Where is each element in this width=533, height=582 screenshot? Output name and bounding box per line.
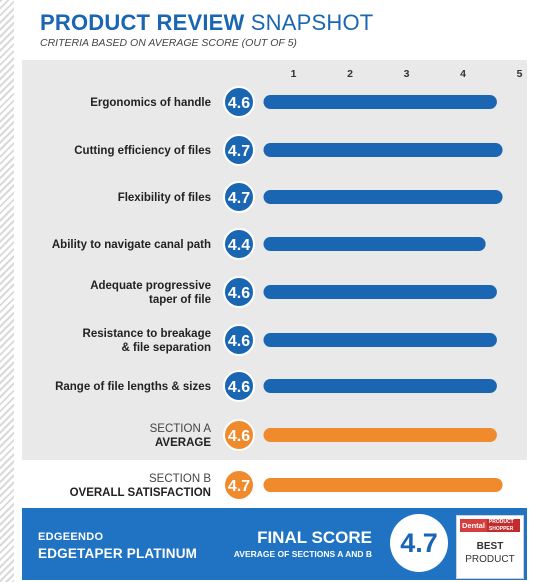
- category-label-3-0: Ability to navigate canal path: [52, 239, 211, 251]
- final-score-value: 4.7: [390, 514, 448, 572]
- badge-dental-text: Dental: [460, 519, 487, 532]
- score-circle-8: [223, 469, 255, 501]
- bar-8: [263, 478, 503, 492]
- tick-label-4: 4: [460, 68, 466, 80]
- score-label-1: 4.7: [228, 143, 250, 160]
- score-label-2: 4.7: [228, 190, 250, 207]
- final-score-banner: EDGEENDO EDGETAPER PLATINUM FINAL SCORE …: [22, 508, 527, 580]
- category-label-5-0: Resistance to breakage: [83, 328, 211, 340]
- bar-0: [263, 95, 497, 109]
- product-name: EDGETAPER PLATINUM: [38, 546, 198, 561]
- tick-label-3: 3: [404, 68, 410, 80]
- category-label-1-0: Cutting efficiency of files: [74, 145, 211, 157]
- bar-1: [263, 143, 503, 157]
- page-title: PRODUCT REVIEW SNAPSHOT: [40, 10, 373, 36]
- category-label-8-1: OVERALL SATISFACTION: [70, 487, 211, 499]
- badge-best-text: BEST: [476, 541, 504, 552]
- badge-shopper-text: SHOPPER: [488, 525, 514, 532]
- bar-4: [263, 285, 497, 299]
- final-score-label: FINAL SCORE: [257, 528, 372, 547]
- score-circle-4: [223, 276, 255, 308]
- score-circle-1: [223, 134, 255, 166]
- score-circle-0: [223, 86, 255, 118]
- category-label-8-0: SECTION B: [149, 473, 211, 485]
- brand-name: EDGEENDO: [38, 531, 104, 543]
- category-label-7-1: AVERAGE: [155, 437, 211, 449]
- tick-label-1: 1: [291, 68, 297, 80]
- badge-product-text: PRODUCT: [488, 519, 514, 525]
- bar-6: [263, 379, 497, 393]
- score-circle-5: [223, 324, 255, 356]
- score-bar-chart: 1 2 3 4 5 Ergonomics of handle 4.6 Cutting effi…: [52, 68, 523, 501]
- title-light: SNAPSHOT: [250, 10, 374, 35]
- category-label-2-0: Flexibility of files: [118, 192, 211, 204]
- category-label-6-0: Range of file lengths & sizes: [55, 381, 211, 393]
- title-bold: PRODUCT REVIEW: [40, 10, 245, 35]
- bar-7: [263, 428, 497, 442]
- score-label-3: 4.4: [228, 237, 250, 254]
- bar-3: [263, 237, 486, 251]
- category-label-4-1: taper of file: [149, 294, 211, 306]
- badge-product-word: PRODUCT: [465, 554, 515, 565]
- subtitle: CRITERIA BASED ON AVERAGE SCORE (OUT OF …: [40, 37, 297, 49]
- badge-pps-text: PRODUCT SHOPPER: [486, 519, 520, 532]
- bar-2: [263, 190, 503, 204]
- category-label-7-0: SECTION A: [150, 423, 212, 435]
- striped-border: [0, 0, 14, 582]
- final-score-subtitle: AVERAGE OF SECTIONS A AND B: [233, 549, 372, 559]
- score-circle-6: [223, 370, 255, 402]
- badge-logo: Dental PRODUCT SHOPPER: [460, 519, 520, 532]
- section-a-panel: [22, 60, 527, 460]
- score-label-7: 4.6: [228, 428, 250, 445]
- score-label-0: 4.6: [228, 95, 250, 112]
- score-circle-2: [223, 181, 255, 213]
- score-circle-7: [223, 419, 255, 451]
- category-label-0-0: Ergonomics of handle: [90, 97, 211, 109]
- score-label-6: 4.6: [228, 379, 250, 396]
- score-label-8: 4.7: [228, 478, 250, 495]
- category-label-5-1: & file separation: [122, 342, 211, 354]
- score-label-5: 4.6: [228, 333, 250, 350]
- score-label-4: 4.6: [228, 285, 250, 302]
- category-label-4-0: Adequate progressive: [90, 280, 211, 292]
- tick-label-5: 5: [517, 68, 523, 80]
- score-circle-3: [223, 228, 255, 260]
- bar-5: [263, 333, 497, 347]
- tick-label-2: 2: [347, 68, 353, 80]
- best-product-badge: Dental PRODUCT SHOPPER BEST PRODUCT: [456, 515, 524, 579]
